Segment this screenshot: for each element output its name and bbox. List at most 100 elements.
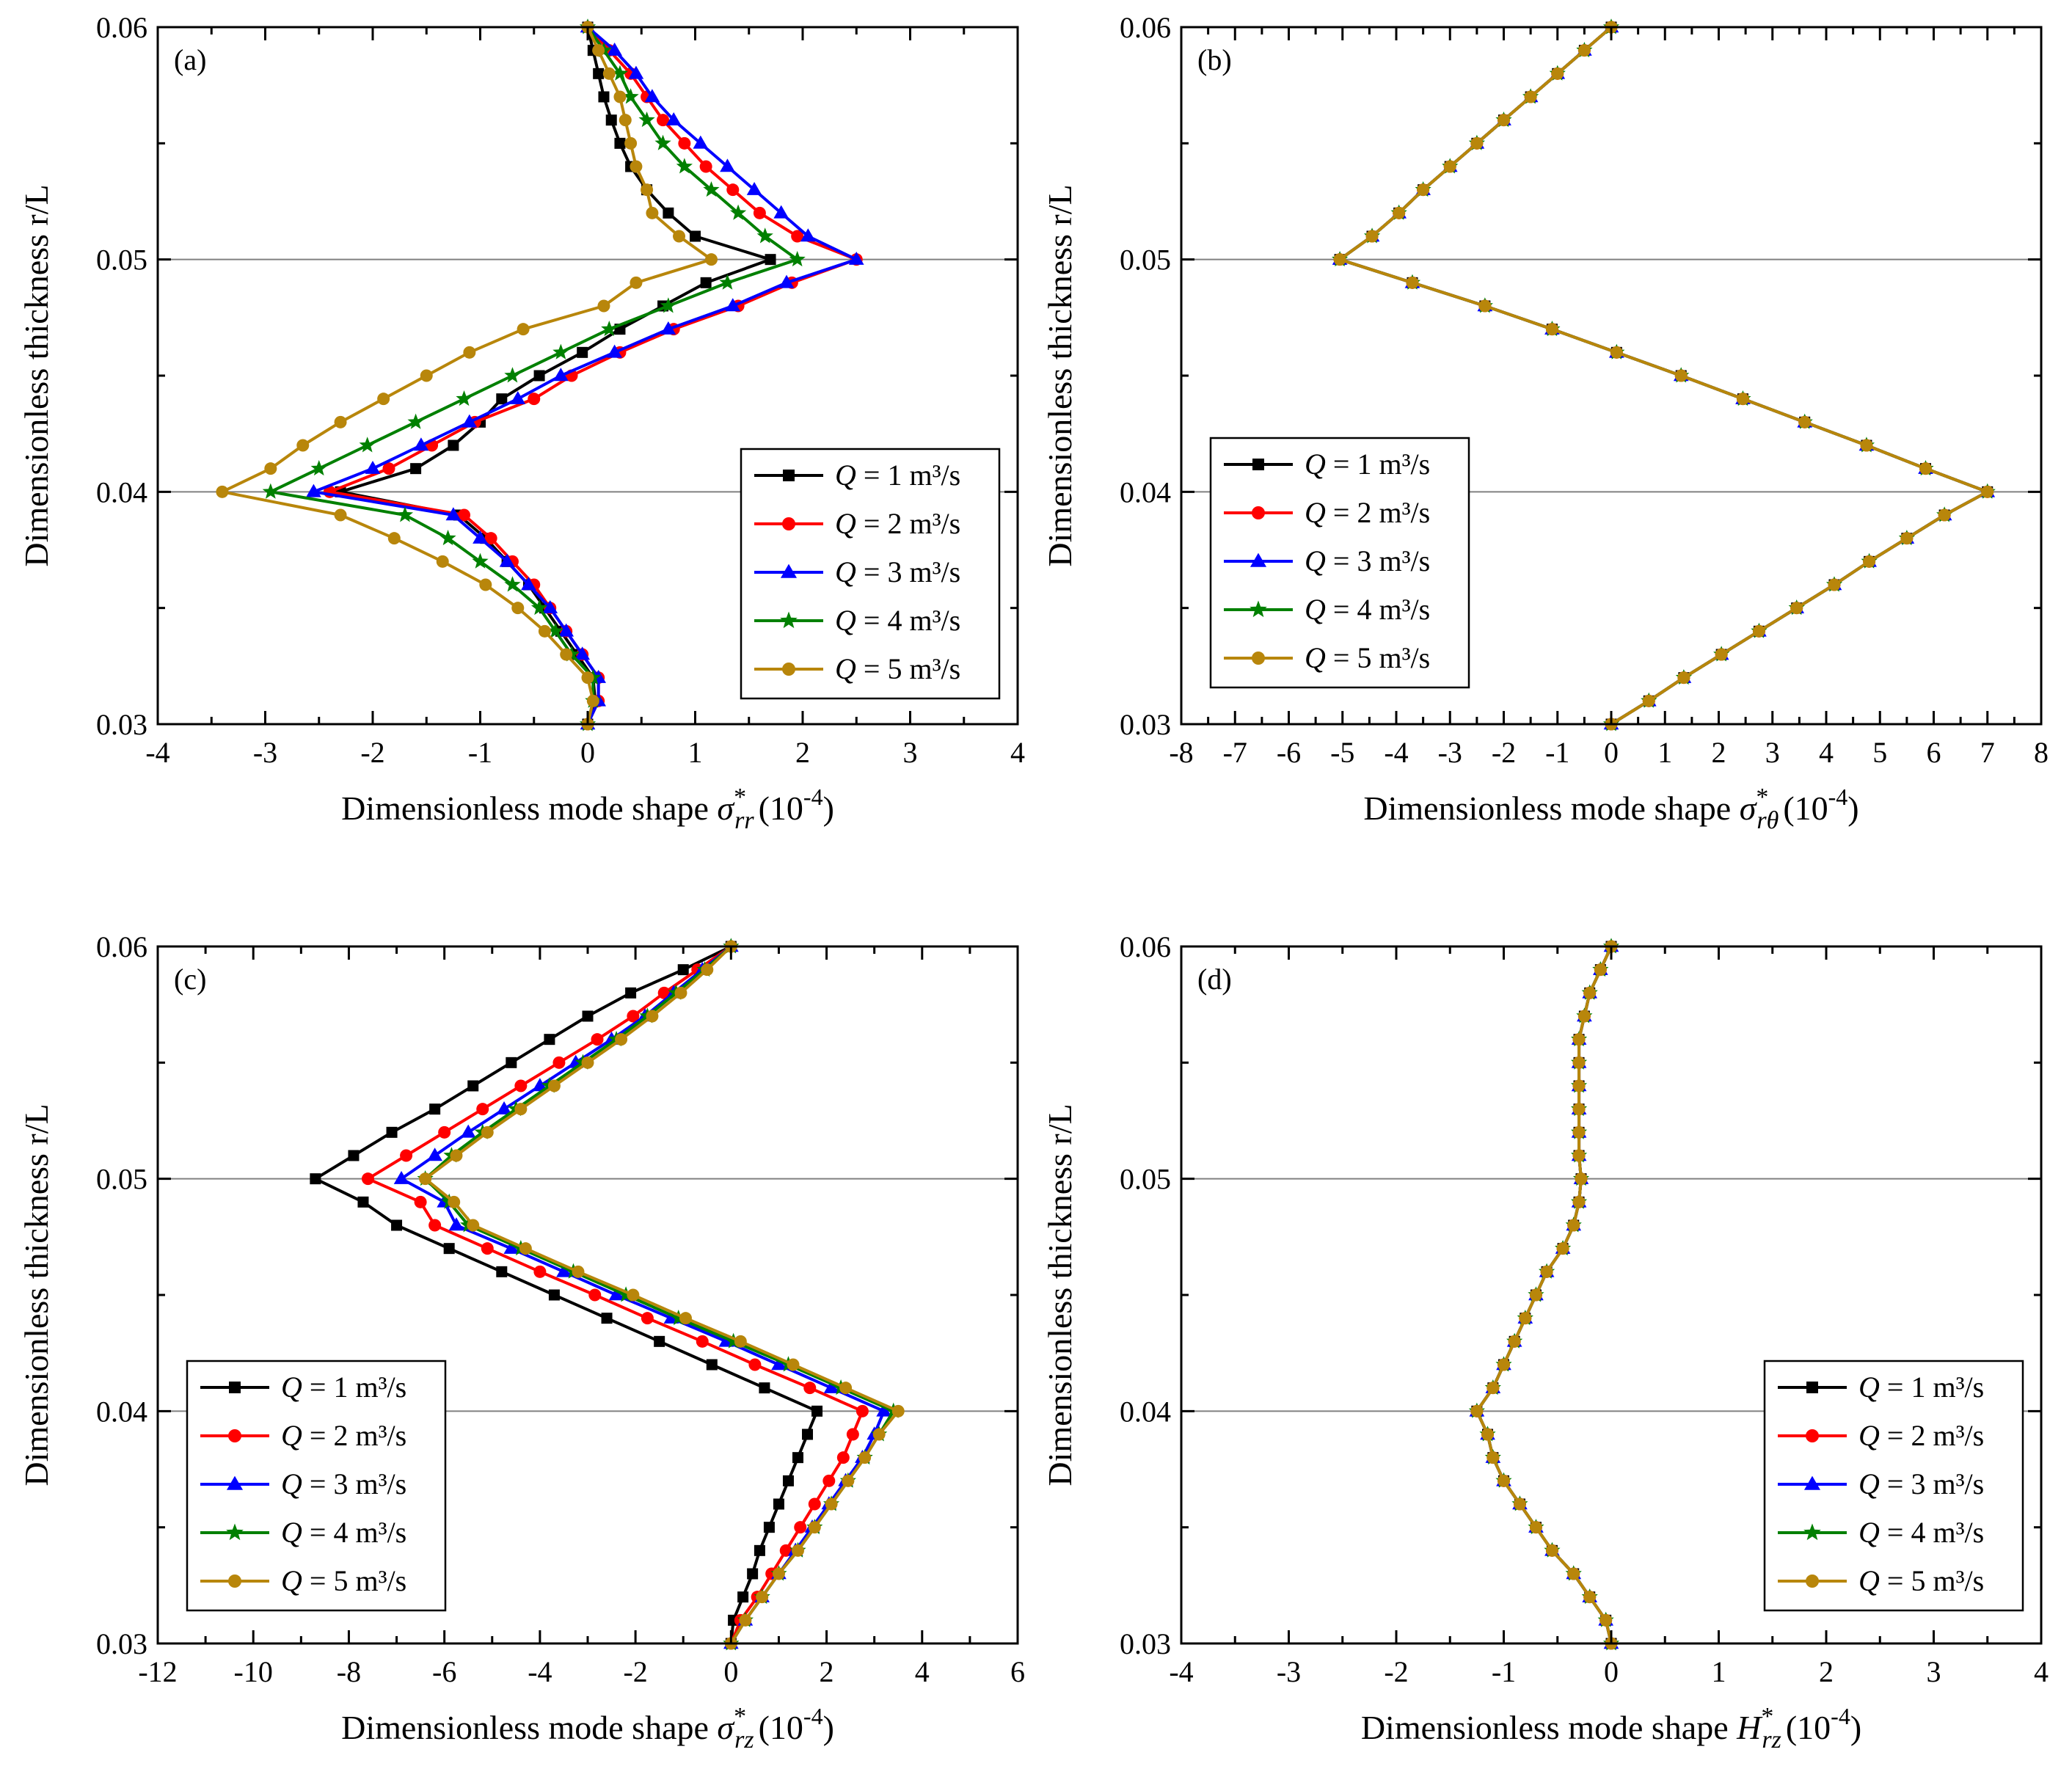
data-point-q1 bbox=[690, 230, 701, 242]
legend-units: m³/s bbox=[355, 1516, 406, 1549]
legend-units: m³/s bbox=[1379, 641, 1430, 674]
data-point-q2 bbox=[822, 1474, 836, 1487]
legend-q-units bbox=[902, 507, 909, 540]
x-tick-label: -1 bbox=[1492, 1655, 1516, 1688]
data-point-q1 bbox=[357, 1196, 369, 1208]
x-tick-label: -7 bbox=[1223, 736, 1247, 769]
data-point-q2 bbox=[361, 1172, 374, 1186]
x-tick-label: 5 bbox=[1872, 736, 1887, 769]
x-tick-label: 4 bbox=[1010, 736, 1025, 769]
chart-panel-a: -4 -3 -2 -1 0 1 2 3 4 0.03 0.04 0.05 0.06 (a) Dimensio… bbox=[18, 11, 1025, 834]
data-point-q3 bbox=[427, 1147, 442, 1161]
data-point-q5 bbox=[1577, 1010, 1591, 1023]
data-point-q4 bbox=[622, 88, 639, 104]
series-line-q5 bbox=[423, 945, 900, 1645]
data-point-q5 bbox=[1583, 986, 1597, 999]
data-point-q5 bbox=[1365, 230, 1379, 243]
x-tick-label: -4 bbox=[1384, 736, 1408, 769]
x-tick-label: 1 bbox=[1712, 1655, 1726, 1688]
data-point-q1 bbox=[765, 254, 776, 266]
legend-units: m³/s bbox=[1379, 496, 1430, 529]
legend-marker-q1 bbox=[783, 470, 795, 481]
data-point-q1 bbox=[759, 1382, 770, 1394]
x-axis-title-part: * bbox=[734, 784, 746, 811]
data-point-q3 bbox=[800, 228, 816, 242]
data-point-q3 bbox=[725, 298, 741, 312]
data-point-q1 bbox=[429, 1103, 441, 1115]
data-point-q1 bbox=[582, 1010, 594, 1022]
legend-q-value: 2 bbox=[1911, 1419, 1925, 1452]
legend-marker-q5 bbox=[228, 1575, 241, 1588]
x-tick-label: 0 bbox=[1604, 736, 1619, 769]
data-point-q5 bbox=[1513, 1497, 1526, 1511]
series-line-q1 bbox=[339, 26, 773, 725]
x-axis-title-part: -4 bbox=[1828, 784, 1848, 810]
data-point-q5 bbox=[1715, 648, 1728, 661]
data-point-q1 bbox=[763, 1522, 775, 1533]
data-point-q1 bbox=[577, 346, 588, 358]
data-point-q5 bbox=[436, 555, 449, 568]
legend-q-equals: = bbox=[1326, 544, 1357, 577]
data-point-q4 bbox=[670, 1309, 687, 1326]
data-point-q5 bbox=[1545, 1544, 1558, 1557]
x-axis-title-part: rr bbox=[734, 807, 754, 834]
x-tick-label: 2 bbox=[1819, 1655, 1834, 1688]
data-point-q5 bbox=[704, 253, 718, 266]
data-point-q1 bbox=[737, 1591, 749, 1603]
x-tick-label: -1 bbox=[468, 736, 492, 769]
legend-marker-q5 bbox=[1252, 652, 1265, 665]
data-point-q5 bbox=[701, 963, 714, 977]
data-point-q5 bbox=[613, 90, 627, 103]
x-tick-label: 1 bbox=[688, 736, 703, 769]
data-point-q5 bbox=[334, 508, 347, 522]
legend-marker-q3 bbox=[1250, 552, 1267, 567]
x-tick-label: 4 bbox=[915, 1655, 930, 1688]
chart-panel-d: -4 -3 -2 -1 0 1 2 3 4 0.03 0.04 0.05 0.06 (d) Dimensio… bbox=[1041, 930, 2049, 1754]
legend-units: m³/s bbox=[1933, 1516, 1984, 1549]
x-axis-title-part: σ bbox=[1740, 789, 1758, 827]
data-point-q2 bbox=[627, 1010, 640, 1023]
data-point-q2 bbox=[836, 1451, 850, 1464]
data-point-q1 bbox=[310, 1173, 321, 1185]
data-point-q5 bbox=[1860, 439, 1873, 452]
data-point-q5 bbox=[296, 439, 310, 452]
x-axis-title-part: -4 bbox=[803, 784, 823, 810]
x-tick-label: 6 bbox=[1010, 1655, 1025, 1688]
data-point-q5 bbox=[627, 1288, 640, 1302]
data-point-q2 bbox=[779, 1544, 792, 1557]
legend-q-equals: = bbox=[1880, 1419, 1911, 1452]
x-axis-title-part: rθ bbox=[1757, 807, 1779, 834]
data-point-q3 bbox=[496, 1101, 512, 1114]
data-point-q5 bbox=[839, 1382, 853, 1395]
legend-label-q1: Q = 1 m³/s bbox=[1858, 1371, 1984, 1404]
data-point-q4 bbox=[472, 552, 489, 569]
chart-panel-b: -8 -7 -6 -5 -4 -3 -2 -1 0 1 2 3 4 5 6 7 8 0.03 0.04 0.05 0.0… bbox=[1041, 11, 2049, 834]
data-point-q5 bbox=[1572, 1103, 1586, 1116]
legend-units: m³/s bbox=[909, 604, 960, 637]
legend-q-value: 4 bbox=[1357, 593, 1371, 626]
data-point-q5 bbox=[1736, 393, 1749, 406]
data-point-q4 bbox=[617, 1286, 635, 1302]
x-tick-label: 4 bbox=[1819, 736, 1834, 769]
data-point-q5 bbox=[673, 230, 686, 243]
legend-q-symbol: Q bbox=[1305, 496, 1326, 529]
data-point-q1 bbox=[754, 1544, 765, 1556]
data-point-q2 bbox=[414, 1195, 427, 1208]
data-point-q2 bbox=[726, 183, 740, 197]
x-axis-title-part: -4 bbox=[803, 1703, 823, 1729]
data-point-q4 bbox=[407, 413, 424, 429]
data-point-q2 bbox=[476, 1103, 489, 1116]
legend-label-q5: Q = 5 m³/s bbox=[1858, 1564, 1984, 1597]
data-point-q5 bbox=[481, 1125, 494, 1139]
x-axis-title-part: * bbox=[1756, 784, 1768, 811]
data-point-q1 bbox=[700, 277, 712, 288]
legend-marker-q3 bbox=[1803, 1475, 1821, 1490]
legend-q-equals: = bbox=[1880, 1516, 1911, 1549]
data-point-q5 bbox=[1577, 44, 1591, 57]
data-point-q4 bbox=[729, 204, 747, 220]
legend-marker-q4 bbox=[1803, 1523, 1821, 1541]
data-point-q3 bbox=[413, 437, 429, 451]
data-point-q3 bbox=[644, 89, 660, 103]
data-point-q2 bbox=[657, 114, 670, 127]
y-tick-label: 0.03 bbox=[1120, 708, 1171, 741]
